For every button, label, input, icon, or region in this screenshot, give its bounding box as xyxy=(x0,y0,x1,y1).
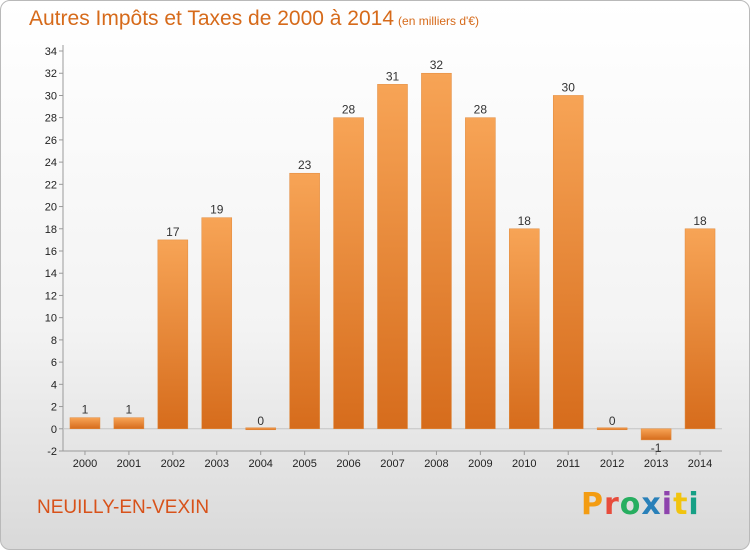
y-tick-label: 24 xyxy=(45,157,57,169)
bar-value-label: 17 xyxy=(166,225,180,239)
logo-letter: t xyxy=(673,487,689,522)
y-tick-label: 30 xyxy=(45,90,57,102)
x-tick-label: 2003 xyxy=(205,458,229,470)
bar-value-label: 19 xyxy=(210,203,224,217)
bar xyxy=(552,95,584,430)
chart-title-text: Autres Impôts et Taxes de 2000 à 2014 xyxy=(29,7,395,30)
x-tick-label: 2000 xyxy=(73,458,97,470)
chart-title-unit: (en milliers d'€) xyxy=(398,14,480,28)
y-tick-label: 28 xyxy=(45,113,57,125)
logo-letter: i xyxy=(661,487,674,522)
bar-value-label: 31 xyxy=(386,69,400,83)
bar xyxy=(157,239,189,430)
y-tick-label: 18 xyxy=(45,224,57,236)
logo-letter: P xyxy=(581,487,604,522)
bar-value-label: 0 xyxy=(257,414,264,428)
bar xyxy=(421,72,452,430)
y-tick-label: 16 xyxy=(45,246,57,258)
bar xyxy=(596,427,628,431)
y-tick-label: 2 xyxy=(51,402,57,414)
bar-value-label: 1 xyxy=(82,403,89,417)
bar-value-label: 32 xyxy=(430,58,444,72)
bar xyxy=(289,172,320,430)
x-tick-label: 2011 xyxy=(556,458,580,470)
y-tick-label: -2 xyxy=(47,446,57,458)
bar-value-label: -1 xyxy=(651,441,662,455)
bar-value-label: 28 xyxy=(474,103,488,117)
y-tick-label: 32 xyxy=(45,68,57,80)
bar xyxy=(640,428,672,441)
x-tick-label: 2006 xyxy=(336,458,360,470)
bar-value-label: 18 xyxy=(518,214,532,228)
logo-letter: i xyxy=(688,487,700,522)
x-tick-label: 2007 xyxy=(380,458,404,470)
bar xyxy=(465,117,496,430)
chart-title: Autres Impôts et Taxes de 2000 à 2014 (en… xyxy=(29,7,479,31)
y-tick-label: 8 xyxy=(51,335,57,347)
y-tick-label: 22 xyxy=(45,179,57,191)
logo-letter: o xyxy=(619,487,642,522)
bar xyxy=(69,417,101,430)
bar-value-label: 28 xyxy=(342,103,356,117)
x-tick-label: 2002 xyxy=(161,458,185,470)
y-tick-label: 4 xyxy=(51,379,57,391)
bar xyxy=(684,228,716,430)
bar-value-label: 23 xyxy=(298,158,312,172)
bar xyxy=(245,427,276,431)
x-tick-label: 2010 xyxy=(512,458,536,470)
location-name: NEUILLY-EN-VEXIN xyxy=(37,497,210,518)
chart-bars xyxy=(69,72,716,441)
y-tick-label: 34 xyxy=(45,46,57,58)
x-tick-label: 2008 xyxy=(424,458,448,470)
y-tick-label: 6 xyxy=(51,357,57,369)
y-tick-label: 0 xyxy=(51,424,57,436)
x-tick-label: 2012 xyxy=(600,458,624,470)
y-tick-label: 26 xyxy=(45,135,57,147)
bar xyxy=(333,117,364,430)
logo-letter: r xyxy=(604,487,620,522)
x-tick-label: 2013 xyxy=(644,458,668,470)
y-tick-label: 12 xyxy=(45,290,57,302)
x-tick-label: 2004 xyxy=(248,458,272,470)
bar xyxy=(201,217,233,430)
proxiti-logo: Proxiti xyxy=(581,487,700,522)
y-tick-label: 20 xyxy=(45,202,57,214)
x-tick-label: 2005 xyxy=(292,458,316,470)
bar xyxy=(113,417,145,430)
x-tick-label: 2009 xyxy=(468,458,492,470)
logo-letter: x xyxy=(641,487,662,522)
y-tick-label: 10 xyxy=(45,313,57,325)
x-tick-label: 2014 xyxy=(688,458,712,470)
bar-value-label: 30 xyxy=(562,80,576,94)
chart-value-labels: 1 1 17 19 0 23 28 31 32 28 18 30 0 -1 18 xyxy=(82,58,707,455)
bar-value-label: 0 xyxy=(609,414,616,428)
bar-value-label: 18 xyxy=(693,214,707,228)
x-tick-label: 2001 xyxy=(117,458,141,470)
bar-value-label: 1 xyxy=(126,403,133,417)
bar xyxy=(509,228,540,430)
bar xyxy=(377,84,408,430)
y-tick-label: 14 xyxy=(45,268,57,280)
